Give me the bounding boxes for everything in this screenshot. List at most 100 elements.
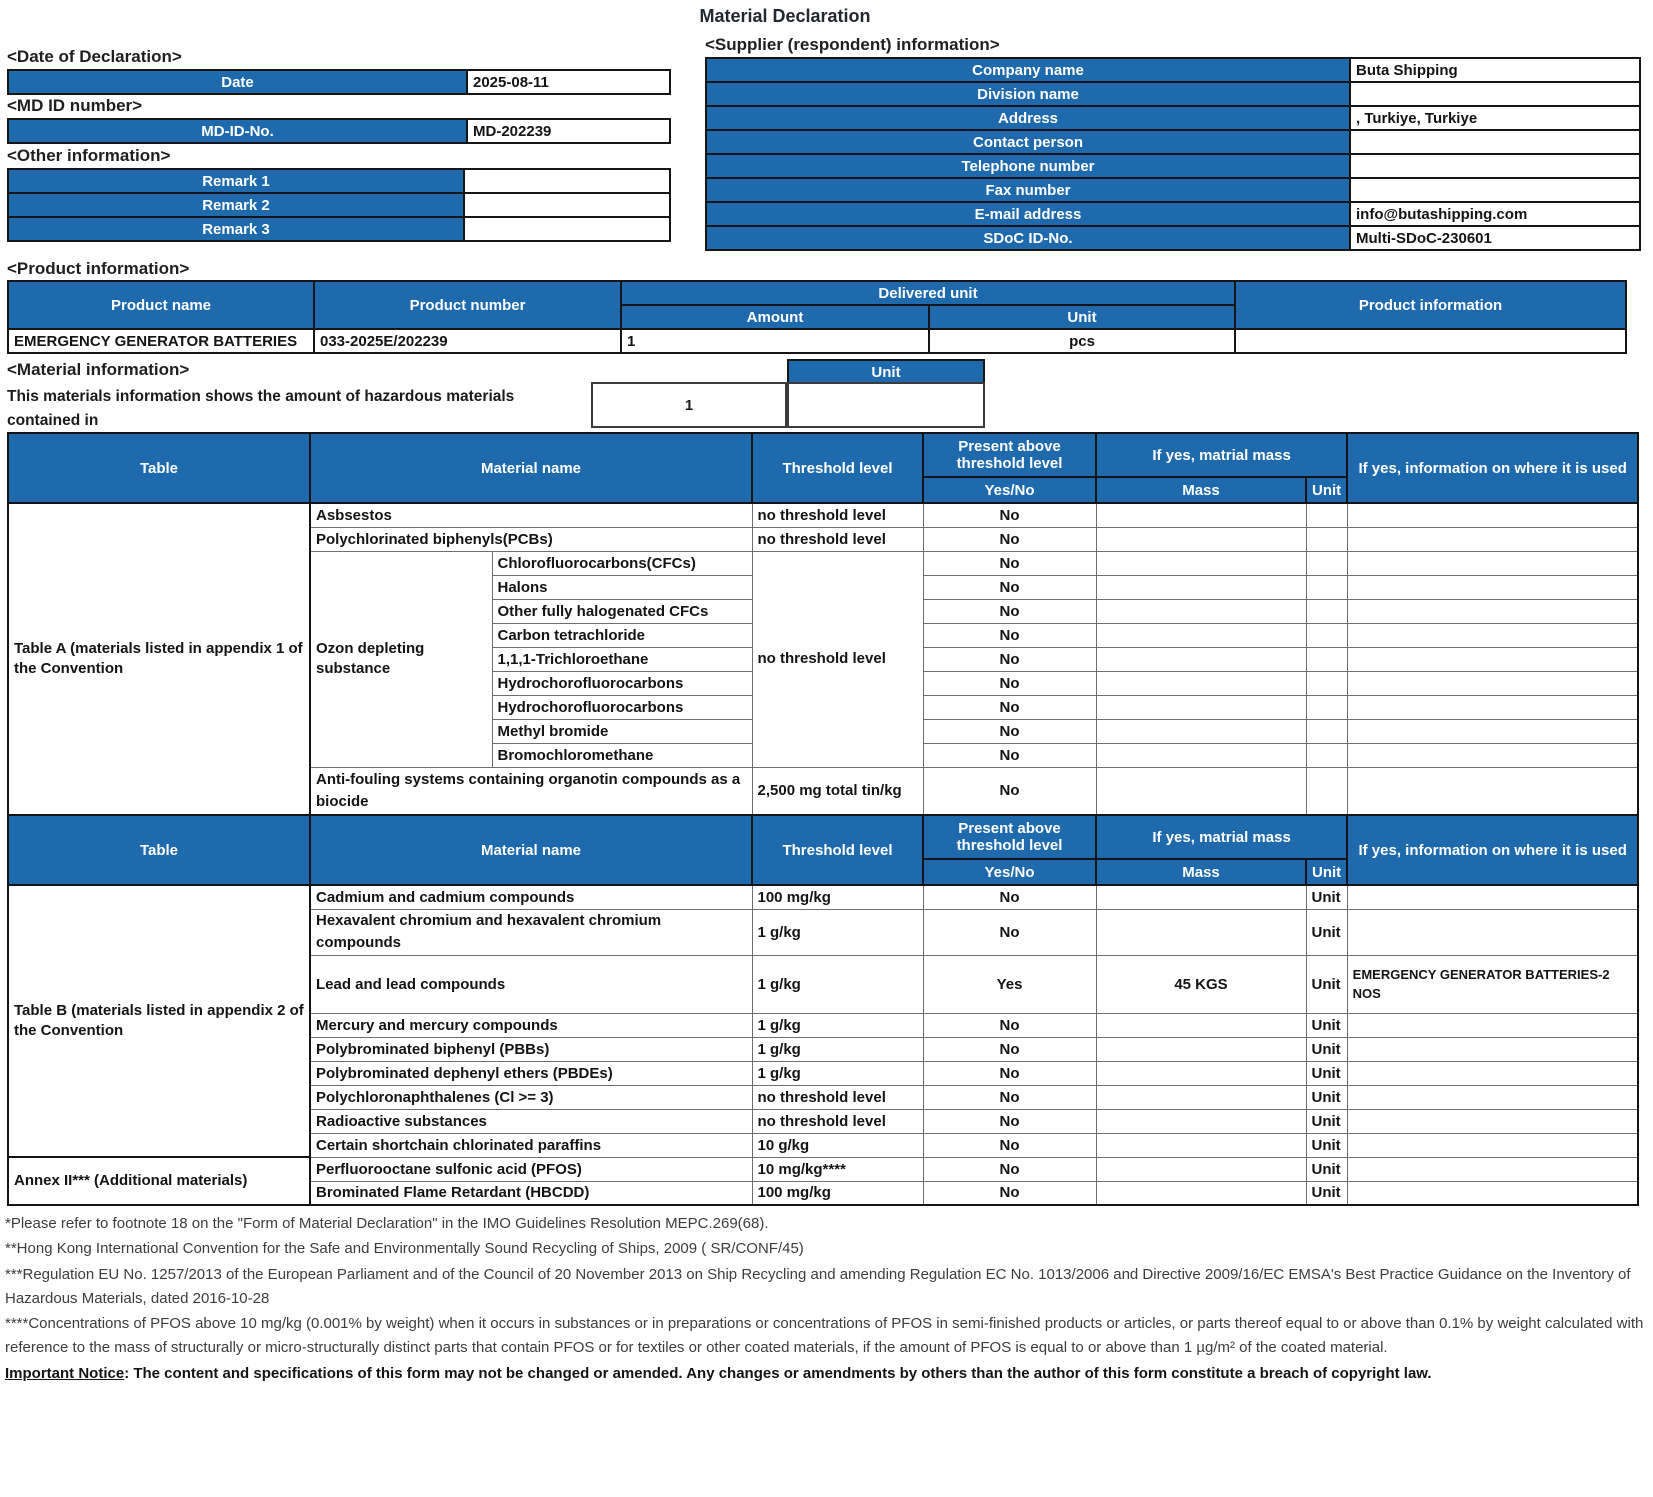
table-row: Polychloronaphthalenes (Cl >= 3) no thre… (8, 1084, 1639, 1110)
material-name-cell: Polybrominated dephenyl ethers (PBDEs) (309, 1060, 753, 1086)
delivered-unit-header: Delivered unit (620, 280, 1236, 306)
table-header-row: Yes/No Mass Unit (8, 476, 1638, 504)
mass-cell (1095, 1108, 1307, 1134)
table-row: Polybrominated dephenyl ethers (PBDEs) 1… (8, 1060, 1639, 1086)
material-name-cell: Chlorofluorocarbons(CFCs) (491, 550, 753, 576)
material-name-cell: Cadmium and cadmium compounds (309, 884, 753, 910)
present-cell: No (922, 1060, 1097, 1086)
material-name-cell: Polybrominated biphenyl (PBBs) (309, 1036, 753, 1062)
date-section-label: <Date of Declaration> (7, 47, 182, 66)
ozone-group-cell: Ozon depleting substance (309, 550, 493, 768)
table-header-row: Table Material name Threshold level Pres… (7, 814, 1640, 886)
present-cell: No (922, 502, 1097, 528)
present-cell: No (922, 526, 1097, 552)
unit-cell: Unit (1305, 1180, 1348, 1206)
table-row: Methyl bromide No (8, 718, 1639, 744)
mass-cell (1095, 670, 1307, 696)
material-name-cell: Methyl bromide (491, 718, 753, 744)
col-header-threshold: Threshold level (751, 814, 924, 886)
col-header-mass: Mass (1095, 476, 1307, 504)
info-cell: EMERGENCY GENERATOR BATTERIES-2 NOS (1346, 954, 1639, 1014)
product-table: Product name Product number Delivered un… (7, 280, 1627, 354)
md-id-section-label: <MD ID number> (7, 96, 143, 115)
product-name-header: Product name (7, 280, 315, 330)
remark2-label-cell: Remark 2 (7, 192, 465, 218)
table-row: Amount Unit (8, 304, 1626, 330)
unit-cell: Unit (1305, 1156, 1348, 1182)
present-cell: No (922, 1156, 1097, 1182)
info-cell (1346, 694, 1639, 720)
mass-cell: 45 KGS (1095, 954, 1307, 1014)
col-header-table: Table (7, 432, 311, 504)
mass-cell (1095, 598, 1307, 624)
table-row: Table B (materials listed in appendix 2 … (7, 884, 1639, 1158)
unit-cell: Unit (1305, 1084, 1348, 1110)
contact-person-label-cell: Contact person (705, 129, 1351, 155)
telephone-label-cell: Telephone number (705, 153, 1351, 179)
footnotes: *Please refer to footnote 18 on the "For… (5, 1212, 1648, 1387)
info-cell (1346, 574, 1639, 600)
present-cell: No (922, 766, 1097, 816)
mass-cell (1095, 1012, 1307, 1038)
table-row: Telephone number (705, 153, 1641, 179)
mass-cell (1095, 1036, 1307, 1062)
threshold-cell: no threshold level (751, 526, 924, 552)
unit-cell (1305, 622, 1348, 648)
threshold-cell: 1 g/kg (751, 1036, 924, 1062)
remark1-label-cell: Remark 1 (7, 168, 465, 194)
info-cell (1346, 742, 1639, 768)
present-cell: No (922, 694, 1097, 720)
mass-cell (1095, 502, 1307, 528)
product-number-cell: 033-2025E/202239 (313, 328, 622, 354)
fax-value-cell (1349, 177, 1641, 203)
table-row: EMERGENCY GENERATOR BATTERIES 033-2025E/… (7, 328, 1627, 354)
unit-cell (1305, 718, 1348, 744)
unit-cell (1305, 694, 1348, 720)
material-name-cell: Asbsestos (309, 502, 753, 528)
unit-cell (1305, 550, 1348, 576)
table-row: Address , Turkiye, Turkiye (705, 105, 1641, 131)
supplier-section-label: <Supplier (respondent) information> (705, 35, 1000, 54)
product-info-cell (1234, 328, 1627, 354)
threshold-cell: 1 g/kg (751, 954, 924, 1014)
material-name-cell: Polychlorinated biphenyls(PCBs) (309, 526, 753, 552)
present-cell: No (922, 622, 1097, 648)
mass-cell (1095, 622, 1307, 648)
col-header-info: If yes, information on where it is used (1346, 432, 1640, 504)
material-name-cell: Brominated Flame Retardant (HBCDD) (309, 1180, 753, 1206)
mass-cell (1095, 694, 1307, 720)
col-header-yesno: Yes/No (922, 858, 1097, 886)
product-section-label: <Product information> (7, 259, 190, 278)
unit-cell (1305, 742, 1348, 768)
contact-person-value-cell (1349, 129, 1641, 155)
footnote-4: ****Concentrations of PFOS above 10 mg/k… (5, 1315, 1644, 1357)
table-row: Brominated Flame Retardant (HBCDD) 100 m… (8, 1180, 1639, 1206)
md-id-table: MD-ID-No. MD-202239 (7, 118, 671, 144)
table-row: Contact person (705, 129, 1641, 155)
col-header-present: Present above threshold level (922, 432, 1097, 478)
present-cell: No (922, 1180, 1097, 1206)
unit-cell: Unit (1305, 884, 1348, 910)
product-number-header: Product number (313, 280, 622, 330)
unit-cell (1305, 574, 1348, 600)
address-label-cell: Address (705, 105, 1351, 131)
email-value-cell: info@butashipping.com (1349, 201, 1641, 227)
mass-cell (1095, 1084, 1307, 1110)
mass-cell (1095, 1060, 1307, 1086)
mass-cell (1095, 718, 1307, 744)
unit-cell: Unit (1305, 1060, 1348, 1086)
threshold-cell: no threshold level (751, 1084, 924, 1110)
col-header-unit: Unit (1304, 476, 1349, 504)
remark3-value-cell (463, 216, 671, 242)
info-cell (1346, 884, 1639, 910)
material-name-cell: Anti-fouling systems containing organoti… (309, 766, 753, 816)
unit-cell: pcs (928, 328, 1236, 354)
mass-cell (1095, 742, 1307, 768)
unit-cell (1305, 526, 1348, 552)
info-cell (1346, 622, 1639, 648)
info-cell (1346, 1156, 1639, 1182)
present-cell: No (922, 670, 1097, 696)
mass-cell (1095, 550, 1307, 576)
mass-cell (1095, 908, 1307, 956)
mass-cell (1095, 1180, 1307, 1206)
